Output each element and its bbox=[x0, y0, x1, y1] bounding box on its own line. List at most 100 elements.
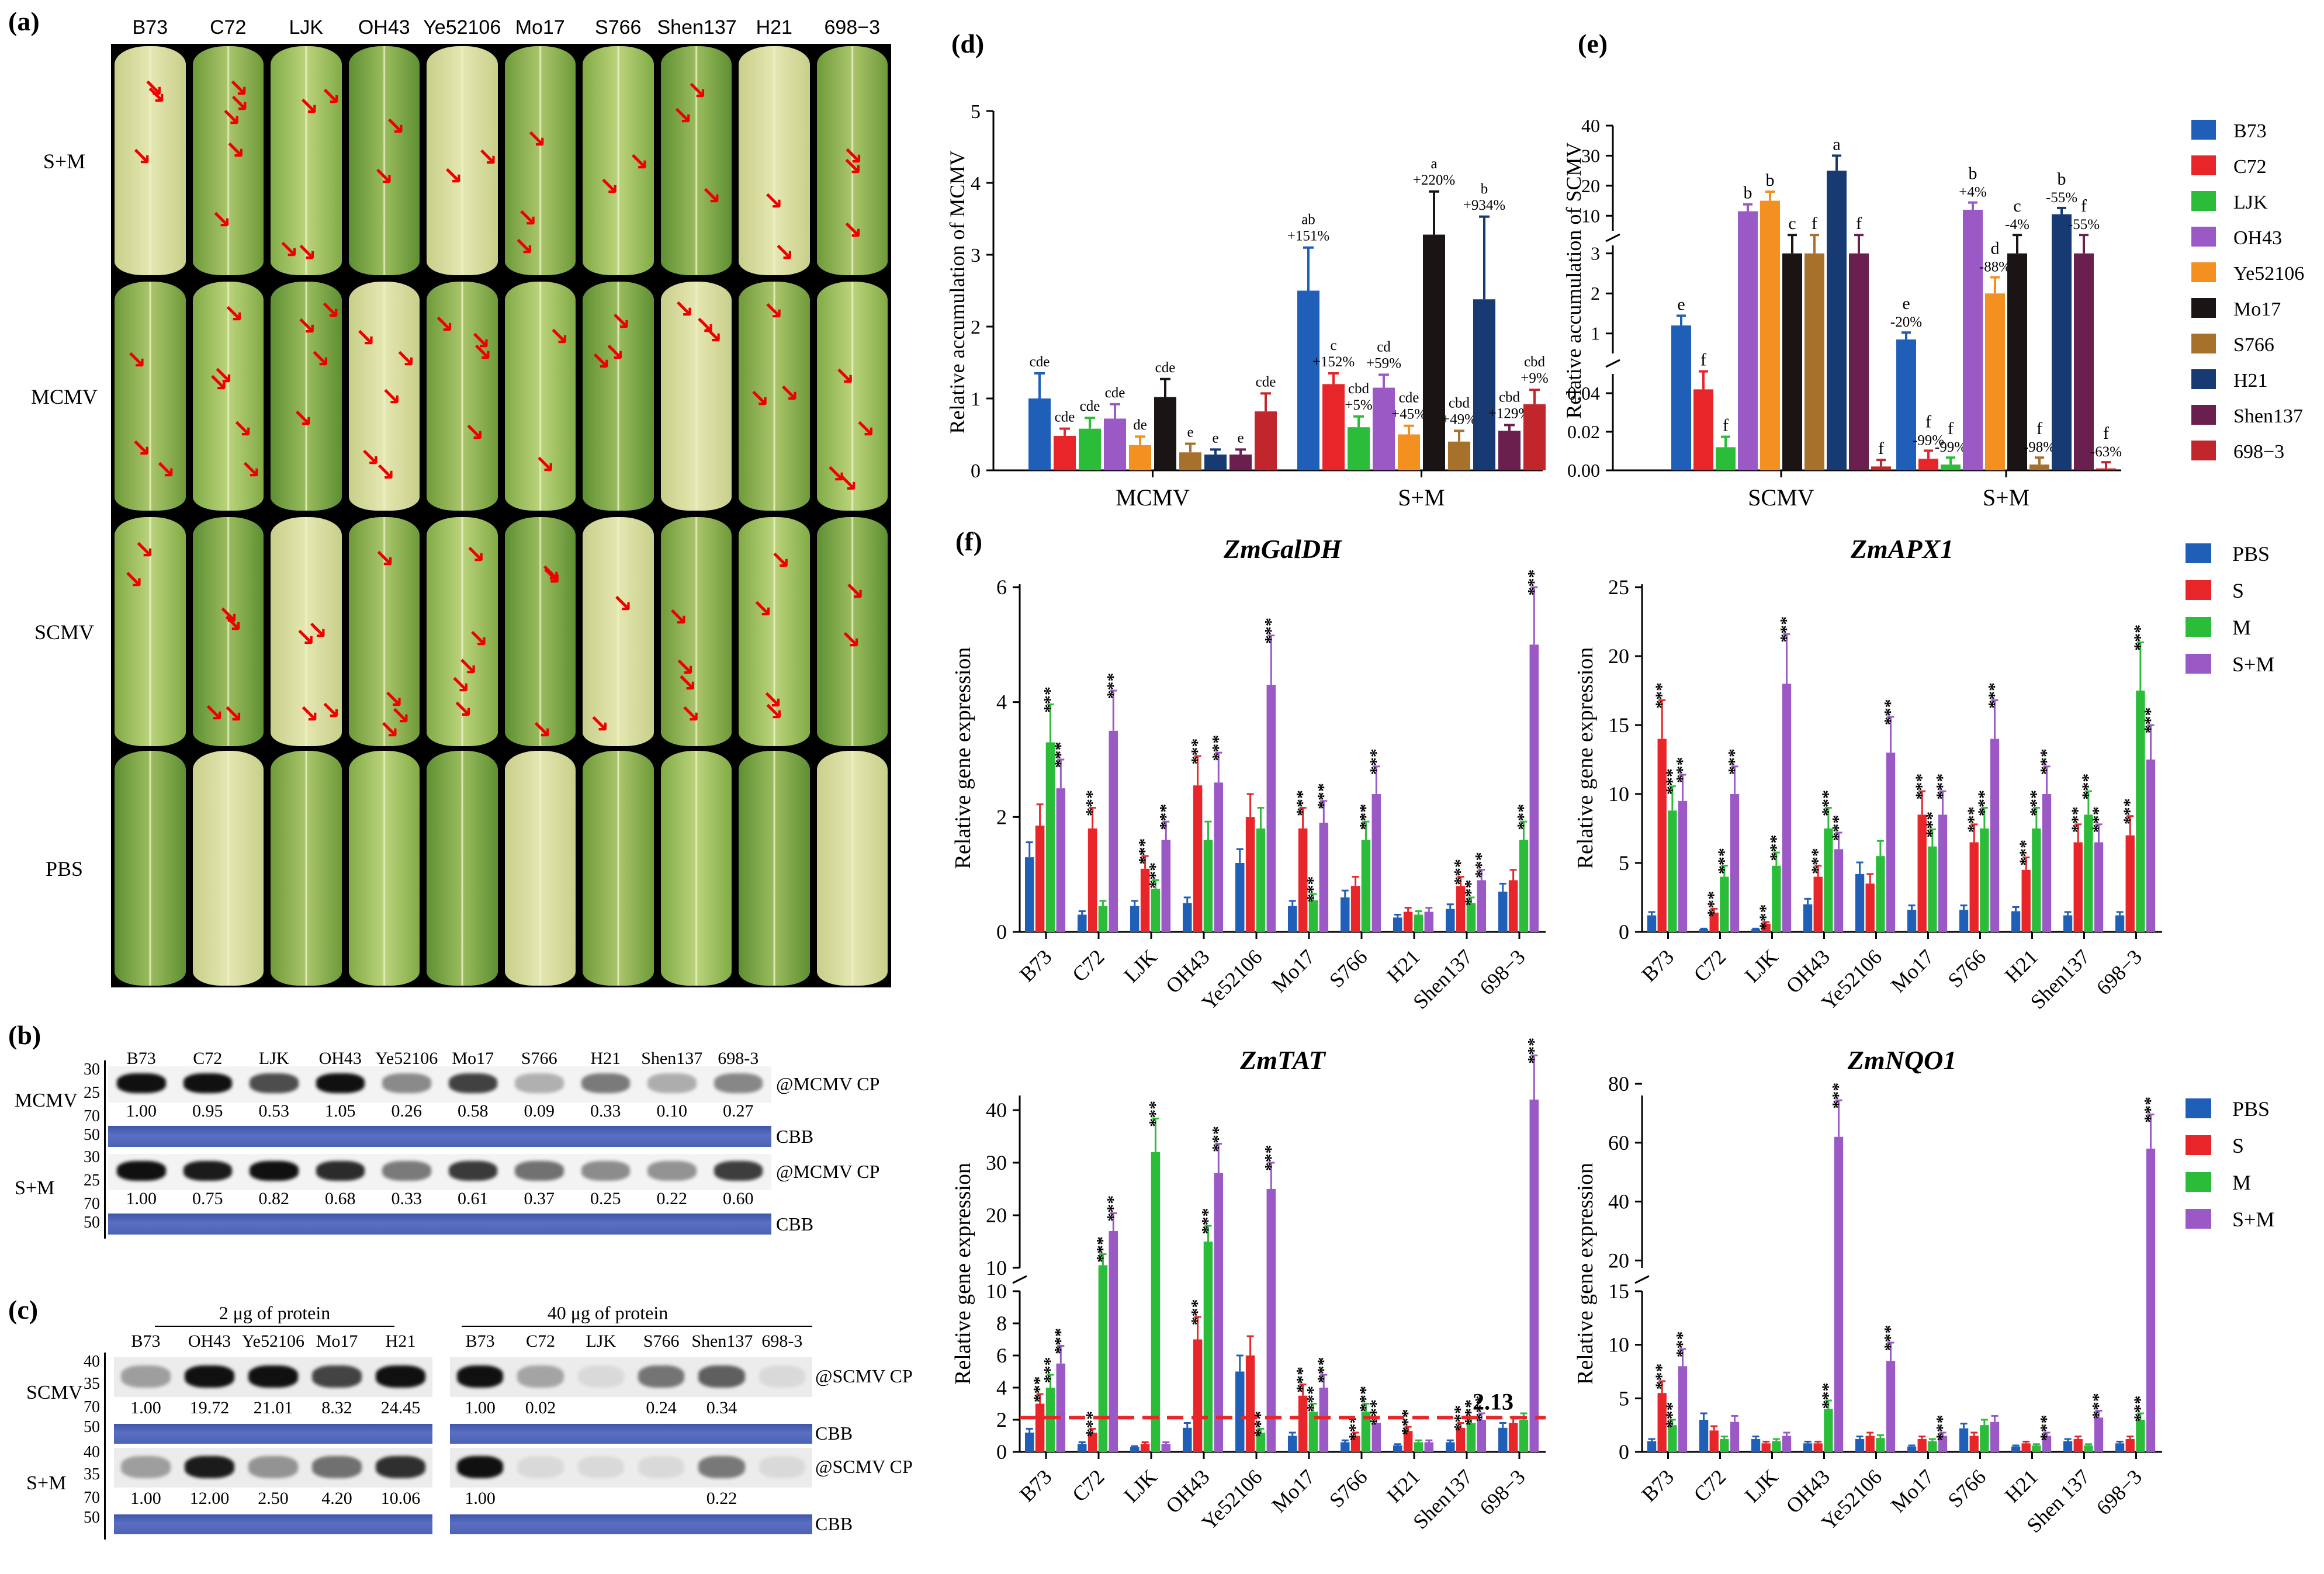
red-arrow-icon: ↘ bbox=[203, 698, 224, 727]
bar bbox=[1025, 1433, 1034, 1452]
significance-letter: f bbox=[1700, 351, 1706, 370]
significance-stars: *** bbox=[1777, 616, 1796, 643]
blot-size-marker: 70 bbox=[84, 1398, 100, 1416]
blot-size-marker: 50 bbox=[84, 1126, 100, 1144]
significance-stars: *** bbox=[1208, 1126, 1228, 1152]
bar bbox=[2032, 1445, 2041, 1452]
red-arrow-icon: ↘ bbox=[433, 310, 455, 339]
protein-band bbox=[577, 1365, 624, 1388]
bar bbox=[1079, 428, 1101, 470]
bar bbox=[1730, 794, 1740, 932]
bar bbox=[1761, 1443, 1771, 1452]
bar bbox=[1938, 814, 1948, 932]
red-arrow-icon: ↘ bbox=[763, 697, 784, 726]
significance-stars: *** bbox=[1524, 1038, 1543, 1064]
x-category-label: 698−3 bbox=[2092, 1465, 2147, 1520]
bar bbox=[1203, 840, 1213, 932]
red-arrow-icon: ↘ bbox=[224, 136, 245, 165]
significance-letter: b bbox=[2058, 169, 2066, 189]
bar bbox=[1448, 441, 1470, 470]
significance-letter: f bbox=[1723, 416, 1729, 435]
bar bbox=[1678, 800, 1688, 932]
bar bbox=[1025, 857, 1034, 932]
cbb-stain-band bbox=[108, 1126, 771, 1147]
significance-stars: *** bbox=[1912, 774, 1931, 800]
y-axis-title: Relative gene expression bbox=[951, 1163, 975, 1385]
leaf-image bbox=[739, 282, 810, 511]
bar bbox=[1235, 1371, 1245, 1452]
bar bbox=[1161, 840, 1171, 932]
red-arrow-icon: ↘ bbox=[220, 103, 241, 132]
bar bbox=[1969, 1436, 1979, 1452]
blot-lane-label: Mo17 bbox=[316, 1332, 358, 1351]
red-arrow-icon: ↘ bbox=[673, 294, 694, 324]
y-axis-title: Relative gene expression bbox=[1573, 1163, 1598, 1385]
blot-lane-label: B73 bbox=[465, 1332, 495, 1351]
band-intensity-value: 1.00 bbox=[126, 1189, 157, 1208]
y-tick-label: 10 bbox=[1581, 205, 1600, 226]
significance-stars: *** bbox=[1673, 1332, 1692, 1358]
photo-cultivar-label: OH43 bbox=[358, 16, 410, 39]
red-arrow-icon: ↘ bbox=[355, 323, 376, 352]
significance-letter: e bbox=[1187, 424, 1193, 440]
bar bbox=[1751, 1439, 1761, 1452]
bar bbox=[1130, 1447, 1140, 1452]
protein-band bbox=[312, 1456, 362, 1478]
y-tick-label: 0 bbox=[971, 460, 981, 482]
bar bbox=[1424, 911, 1434, 932]
bar bbox=[1803, 1443, 1813, 1452]
x-category-label: S766 bbox=[1325, 945, 1372, 992]
y-tick-label: 10 bbox=[986, 1280, 1007, 1303]
protein-band bbox=[121, 1365, 171, 1388]
red-arrow-icon: ↘ bbox=[841, 151, 863, 181]
bar bbox=[1256, 1433, 1266, 1452]
bar bbox=[1414, 1442, 1424, 1452]
significance-letter: c bbox=[1788, 214, 1796, 233]
y-tick-label: 2 bbox=[1591, 283, 1600, 304]
protein-band bbox=[185, 1456, 234, 1478]
significance-stars: *** bbox=[1103, 1195, 1123, 1222]
significance-stars: *** bbox=[1524, 570, 1543, 596]
bar bbox=[1969, 842, 1979, 932]
red-arrow-icon: ↘ bbox=[133, 535, 155, 564]
significance-letter: f bbox=[1878, 439, 1884, 458]
bar bbox=[1990, 739, 2000, 932]
bar bbox=[1508, 880, 1518, 932]
blot-lane-label: 698-3 bbox=[761, 1332, 803, 1351]
significance-stars: *** bbox=[1051, 742, 1070, 768]
protein-band bbox=[647, 1073, 697, 1093]
leaf-image bbox=[115, 751, 186, 986]
bar bbox=[1193, 785, 1203, 932]
significance-letter: f bbox=[1856, 214, 1862, 233]
legend-swatch bbox=[2191, 120, 2216, 140]
band-intensity-value: 0.24 bbox=[646, 1398, 677, 1417]
leaf-image bbox=[739, 517, 810, 746]
blot-size-marker: 40 bbox=[84, 1443, 100, 1461]
antibody-label: @MCMV CP bbox=[776, 1073, 880, 1094]
red-arrow-icon: ↘ bbox=[394, 344, 416, 373]
leaf-image bbox=[348, 46, 420, 275]
legend-label: Mo17 bbox=[2233, 299, 2281, 320]
red-arrow-icon: ↘ bbox=[842, 141, 864, 170]
protein-band bbox=[316, 1161, 365, 1181]
red-arrow-icon: ↘ bbox=[541, 561, 562, 590]
cbb-stain-band bbox=[108, 1214, 771, 1235]
significance-stars: *** bbox=[1188, 739, 1207, 765]
bar bbox=[2096, 468, 2116, 470]
bar bbox=[1109, 1231, 1118, 1452]
legend-swatch bbox=[2191, 298, 2216, 318]
blot-size-marker: 50 bbox=[84, 1214, 100, 1232]
blot-row-label: MCMV bbox=[15, 1090, 78, 1111]
x-category-label: C72 bbox=[1689, 945, 1730, 986]
bar bbox=[1959, 910, 1969, 932]
y-tick-label: 20 bbox=[1581, 175, 1600, 196]
bar bbox=[1941, 464, 1961, 470]
change-percent-label: -88% bbox=[1979, 259, 2011, 275]
bar bbox=[1498, 431, 1521, 470]
band-intensity-value: 1.00 bbox=[130, 1398, 161, 1417]
photo-row-label: MCMV bbox=[30, 385, 98, 408]
blot-lane-label: Shen137 bbox=[641, 1049, 703, 1068]
legend-swatch bbox=[2191, 405, 2216, 425]
bar bbox=[1980, 828, 1989, 932]
bar bbox=[1803, 904, 1813, 932]
